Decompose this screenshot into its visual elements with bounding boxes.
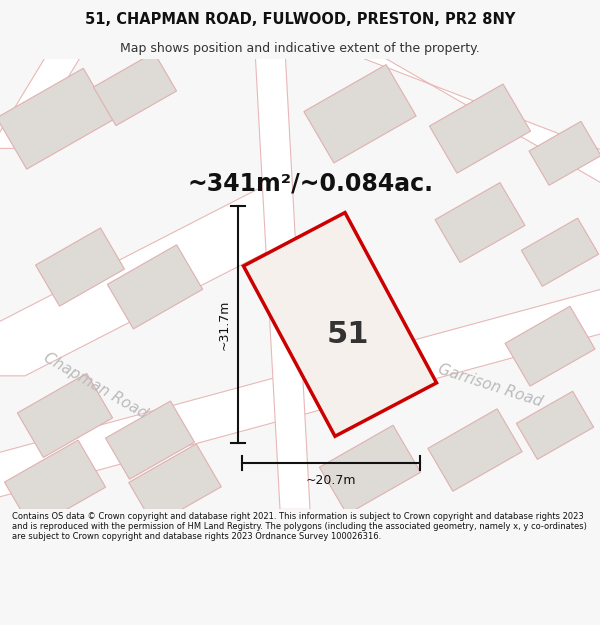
Text: Garrison Road: Garrison Road [436,362,544,410]
Polygon shape [0,287,600,499]
Polygon shape [94,52,176,126]
Text: ~31.7m: ~31.7m [218,299,230,349]
Text: Chapman Road: Chapman Road [41,350,149,421]
Text: ~341m²/~0.084ac.: ~341m²/~0.084ac. [187,171,433,195]
Polygon shape [4,440,106,529]
Polygon shape [0,188,295,376]
Polygon shape [35,228,124,306]
Polygon shape [255,49,310,509]
Polygon shape [319,425,421,514]
Text: 51: 51 [327,320,369,349]
Polygon shape [517,391,593,459]
Polygon shape [0,68,113,169]
Polygon shape [107,245,203,329]
Text: Map shows position and indicative extent of the property.: Map shows position and indicative extent… [120,41,480,54]
Text: Contains OS data © Crown copyright and database right 2021. This information is : Contains OS data © Crown copyright and d… [12,512,587,541]
Text: 51, CHAPMAN ROAD, FULWOOD, PRESTON, PR2 8NY: 51, CHAPMAN ROAD, FULWOOD, PRESTON, PR2 … [85,12,515,27]
Polygon shape [17,373,113,458]
Polygon shape [529,121,600,185]
Polygon shape [430,84,530,173]
Polygon shape [106,401,194,479]
Polygon shape [0,49,85,148]
Polygon shape [521,218,599,286]
Polygon shape [129,444,221,526]
Polygon shape [505,306,595,386]
Polygon shape [340,49,600,188]
Polygon shape [304,64,416,163]
Polygon shape [244,213,437,436]
Polygon shape [428,409,522,491]
Polygon shape [435,182,525,262]
Text: ~20.7m: ~20.7m [306,474,356,488]
